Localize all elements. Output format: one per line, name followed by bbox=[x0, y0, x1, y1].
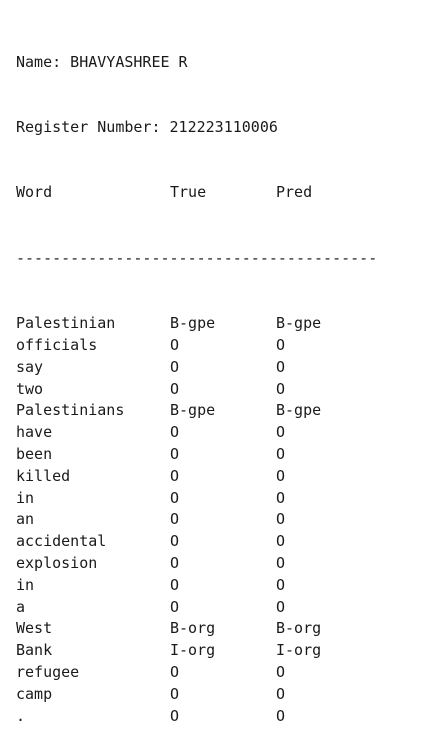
table-row: accidental O O bbox=[16, 531, 416, 553]
table-row: in O O bbox=[16, 575, 416, 597]
cell-word: killed bbox=[16, 466, 71, 485]
cell-true-tag: O bbox=[170, 684, 180, 703]
cell-word: been bbox=[16, 444, 53, 463]
cell-pred-tag: O bbox=[276, 662, 286, 681]
cell-true-tag: O bbox=[170, 706, 180, 725]
cell-true-tag: O bbox=[170, 335, 180, 354]
table-row: Palestinians B-gpe B-gpe bbox=[16, 400, 416, 422]
cell-pred-tag: O bbox=[276, 597, 286, 616]
cell-true-tag: O bbox=[170, 444, 180, 463]
cell-true-tag: O bbox=[170, 466, 180, 485]
output-console: Name: BHAVYASHREE R Register Number: 212… bbox=[16, 8, 416, 749]
table-row: an O O bbox=[16, 509, 416, 531]
cell-true-tag: O bbox=[170, 510, 180, 529]
separator-line: ---------------------------------------- bbox=[16, 248, 378, 267]
cell-word: an bbox=[16, 510, 35, 529]
cell-pred-tag: I-org bbox=[276, 641, 322, 660]
cell-word: Bank bbox=[16, 641, 53, 660]
cell-pred-tag: O bbox=[276, 466, 286, 485]
table-row: been O O bbox=[16, 444, 416, 466]
cell-pred-tag: O bbox=[276, 379, 286, 398]
column-header-true: True bbox=[170, 183, 207, 202]
cell-pred-tag: O bbox=[276, 510, 286, 529]
cell-true-tag: O bbox=[170, 379, 180, 398]
cell-pred-tag: O bbox=[276, 335, 286, 354]
cell-pred-tag: O bbox=[276, 575, 286, 594]
cell-word: Palestinian bbox=[16, 314, 116, 333]
table-row: say O O bbox=[16, 357, 416, 379]
cell-word: a bbox=[16, 597, 26, 616]
table-row: Palestinian B-gpe B-gpe bbox=[16, 313, 416, 335]
column-header-word: Word bbox=[16, 183, 53, 202]
table-row: . O O bbox=[16, 706, 416, 728]
column-header-pred: Pred bbox=[276, 183, 313, 202]
table-row: Bank I-org I-org bbox=[16, 640, 416, 662]
cell-pred-tag: B-gpe bbox=[276, 401, 322, 420]
cell-true-tag: O bbox=[170, 488, 180, 507]
cell-word: two bbox=[16, 379, 44, 398]
cell-word: refugee bbox=[16, 662, 80, 681]
cell-pred-tag: O bbox=[276, 488, 286, 507]
table-row: killed O O bbox=[16, 466, 416, 488]
cell-word: explosion bbox=[16, 553, 98, 572]
cell-pred-tag: O bbox=[276, 553, 286, 572]
cell-word: officials bbox=[16, 335, 98, 354]
cell-word: West bbox=[16, 619, 53, 638]
cell-true-tag: O bbox=[170, 532, 180, 551]
cell-word: accidental bbox=[16, 532, 107, 551]
cell-pred-tag: B-gpe bbox=[276, 314, 322, 333]
cell-true-tag: O bbox=[170, 423, 180, 442]
cell-word: have bbox=[16, 423, 53, 442]
cell-word: say bbox=[16, 357, 44, 376]
cell-true-tag: O bbox=[170, 357, 180, 376]
cell-true-tag: O bbox=[170, 662, 180, 681]
name-line: Name: BHAVYASHREE R bbox=[16, 52, 188, 71]
cell-word: camp bbox=[16, 684, 53, 703]
cell-true-tag: I-org bbox=[170, 641, 216, 660]
cell-word: in bbox=[16, 575, 35, 594]
table-header: Word True Pred bbox=[16, 182, 416, 204]
cell-pred-tag: O bbox=[276, 684, 286, 703]
cell-pred-tag: B-org bbox=[276, 619, 322, 638]
table-row: refugee O O bbox=[16, 662, 416, 684]
cell-pred-tag: O bbox=[276, 706, 286, 725]
table-row: camp O O bbox=[16, 684, 416, 706]
table-row: in O O bbox=[16, 488, 416, 510]
table-row: two O O bbox=[16, 379, 416, 401]
cell-word: in bbox=[16, 488, 35, 507]
cell-pred-tag: O bbox=[276, 357, 286, 376]
cell-word: . bbox=[16, 706, 26, 725]
cell-true-tag: B-gpe bbox=[170, 401, 216, 420]
cell-pred-tag: O bbox=[276, 444, 286, 463]
table-row: explosion O O bbox=[16, 553, 416, 575]
cell-true-tag: B-org bbox=[170, 619, 216, 638]
cell-pred-tag: O bbox=[276, 532, 286, 551]
cell-true-tag: B-gpe bbox=[170, 314, 216, 333]
table-row: officials O O bbox=[16, 335, 416, 357]
register-number-line: Register Number: 212223110006 bbox=[16, 117, 278, 136]
cell-true-tag: O bbox=[170, 575, 180, 594]
table-row: West B-org B-org bbox=[16, 618, 416, 640]
cell-true-tag: O bbox=[170, 553, 180, 572]
cell-word: Palestinians bbox=[16, 401, 125, 420]
cell-pred-tag: O bbox=[276, 423, 286, 442]
table-row: have O O bbox=[16, 422, 416, 444]
cell-true-tag: O bbox=[170, 597, 180, 616]
